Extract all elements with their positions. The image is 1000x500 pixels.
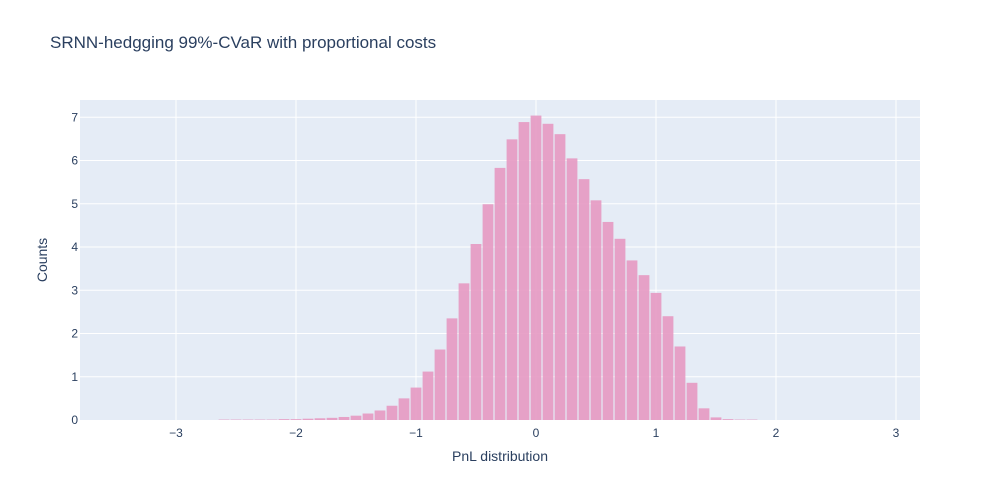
y-tick-label: 6 — [71, 154, 78, 168]
histogram-bar — [506, 139, 518, 420]
x-ticks: −3 −2 −1 0 1 2 3 — [169, 426, 900, 440]
histogram-bar — [422, 371, 434, 420]
histogram-bar — [530, 115, 542, 420]
histogram-bar — [326, 417, 338, 420]
x-tick-label: 1 — [653, 426, 660, 440]
histogram-bar — [338, 416, 350, 420]
histogram-bar — [590, 200, 602, 420]
histogram-bar — [722, 419, 734, 420]
histogram-bar — [626, 260, 638, 420]
x-tick-label: −3 — [169, 426, 183, 440]
histogram-bar — [278, 419, 290, 420]
histogram-bar — [518, 122, 530, 421]
histogram-bar — [614, 238, 626, 420]
histogram-bar — [458, 283, 470, 420]
histogram-bar — [542, 123, 554, 420]
y-tick-label: 3 — [71, 283, 78, 297]
y-tick-label: 4 — [71, 240, 78, 254]
y-tick-label: 0 — [71, 413, 78, 427]
x-axis-title: PnL distribution — [452, 448, 548, 464]
histogram-bar — [314, 418, 326, 420]
histogram-bar — [554, 134, 566, 420]
x-tick-label: −1 — [409, 426, 423, 440]
y-tick-label: 5 — [71, 197, 78, 211]
histogram-bar — [494, 167, 506, 420]
x-tick-label: 0 — [533, 426, 540, 440]
y-axis-title: Counts — [34, 238, 50, 282]
chart-title: SRNN-hedgging 99%-CVaR with proportional… — [50, 33, 437, 52]
y-ticks: 0 1 2 3 4 5 6 7 — [71, 110, 78, 427]
histogram-bar — [470, 244, 482, 420]
histogram-bar — [386, 405, 398, 420]
y-tick-label: 7 — [71, 110, 78, 124]
histogram-bar — [434, 349, 446, 420]
histogram-bar — [674, 346, 686, 420]
histogram-bar — [602, 221, 614, 420]
y-tick-label: 2 — [71, 327, 78, 341]
bars — [218, 115, 758, 421]
histogram-bar — [398, 398, 410, 420]
y-tick-label: 1 — [71, 370, 78, 384]
histogram-bar — [566, 158, 578, 421]
histogram-bar — [302, 418, 314, 420]
histogram-bar — [410, 387, 422, 420]
histogram-bar — [578, 179, 590, 420]
histogram-bar — [698, 408, 710, 420]
histogram-bar — [290, 419, 302, 420]
x-tick-label: −2 — [289, 426, 303, 440]
histogram-bar — [350, 415, 362, 420]
histogram-bar — [650, 292, 662, 420]
histogram-bar — [662, 316, 674, 420]
histogram-bar — [638, 275, 650, 420]
histogram-bar — [686, 382, 698, 420]
histogram-bar — [446, 318, 458, 420]
histogram-bar — [362, 413, 374, 420]
histogram-bar — [710, 417, 722, 420]
x-tick-label: 3 — [893, 426, 900, 440]
x-tick-label: 2 — [773, 426, 780, 440]
histogram-bar — [482, 204, 494, 420]
histogram-bar — [374, 410, 386, 420]
